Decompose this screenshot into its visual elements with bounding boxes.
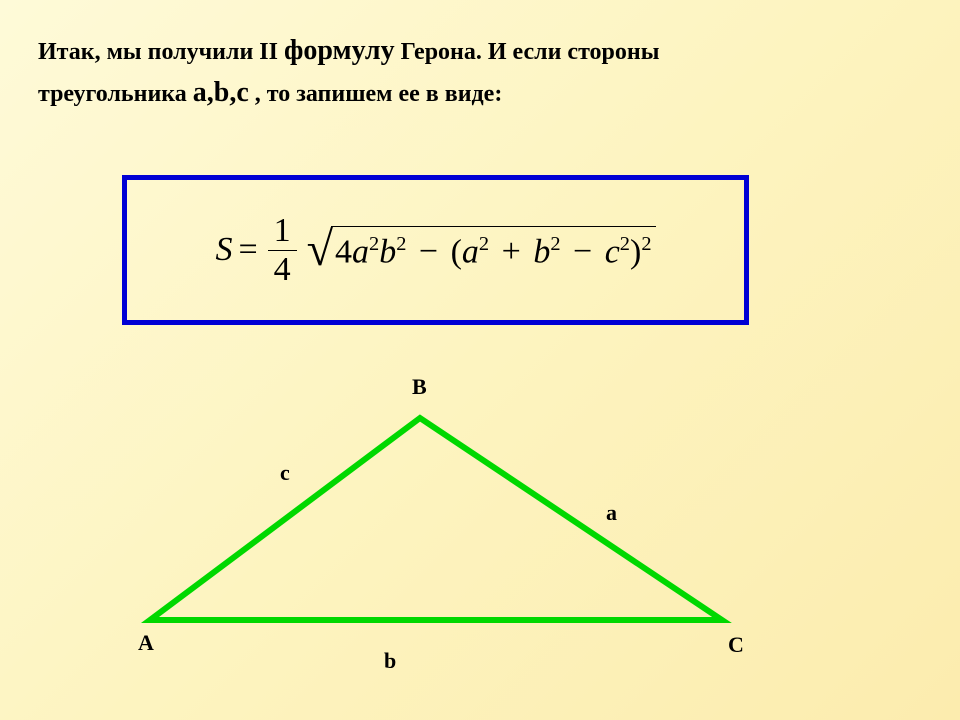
- triangle-svg: [130, 370, 830, 700]
- side-label-b: b: [384, 648, 396, 674]
- vertex-label-A: A: [138, 630, 154, 656]
- intro-line1c: Герона. И если стороны: [395, 39, 660, 65]
- side-label-a: a: [606, 500, 617, 526]
- formula-sqrt: √ 4a2b2 − (a2 + b2 − c2)2: [307, 226, 656, 274]
- frac-num: 1: [268, 212, 297, 251]
- intro-text: Итак, мы получили II формулу Герона. И е…: [38, 30, 922, 114]
- formula-fraction: 1 4: [268, 212, 297, 289]
- frac-den: 4: [268, 251, 297, 289]
- triangle-diagram: A B C c a b: [130, 370, 830, 700]
- side-label-c: c: [280, 460, 290, 486]
- vertex-label-B: B: [412, 374, 427, 400]
- formula-box: S = 1 4 √ 4a2b2 − (a2 + b2 − c2)2: [122, 175, 749, 325]
- herons-formula: S = 1 4 √ 4a2b2 − (a2 + b2 − c2)2: [215, 212, 655, 289]
- formula-S: S: [215, 231, 232, 269]
- intro-line2a: треугольника: [38, 81, 193, 107]
- intro-abc: a,b,c: [193, 77, 249, 108]
- intro-line2c: , то запишем ее в виде:: [249, 81, 503, 107]
- radicand: 4a2b2 − (a2 + b2 − c2)2: [331, 226, 656, 274]
- intro-line1a: Итак, мы получили II: [38, 39, 284, 65]
- radical-icon: √: [307, 226, 333, 274]
- triangle-shape: [150, 418, 722, 620]
- formula-equals: =: [238, 231, 257, 269]
- vertex-label-C: C: [728, 632, 744, 658]
- intro-word-formula: формулу: [284, 35, 395, 66]
